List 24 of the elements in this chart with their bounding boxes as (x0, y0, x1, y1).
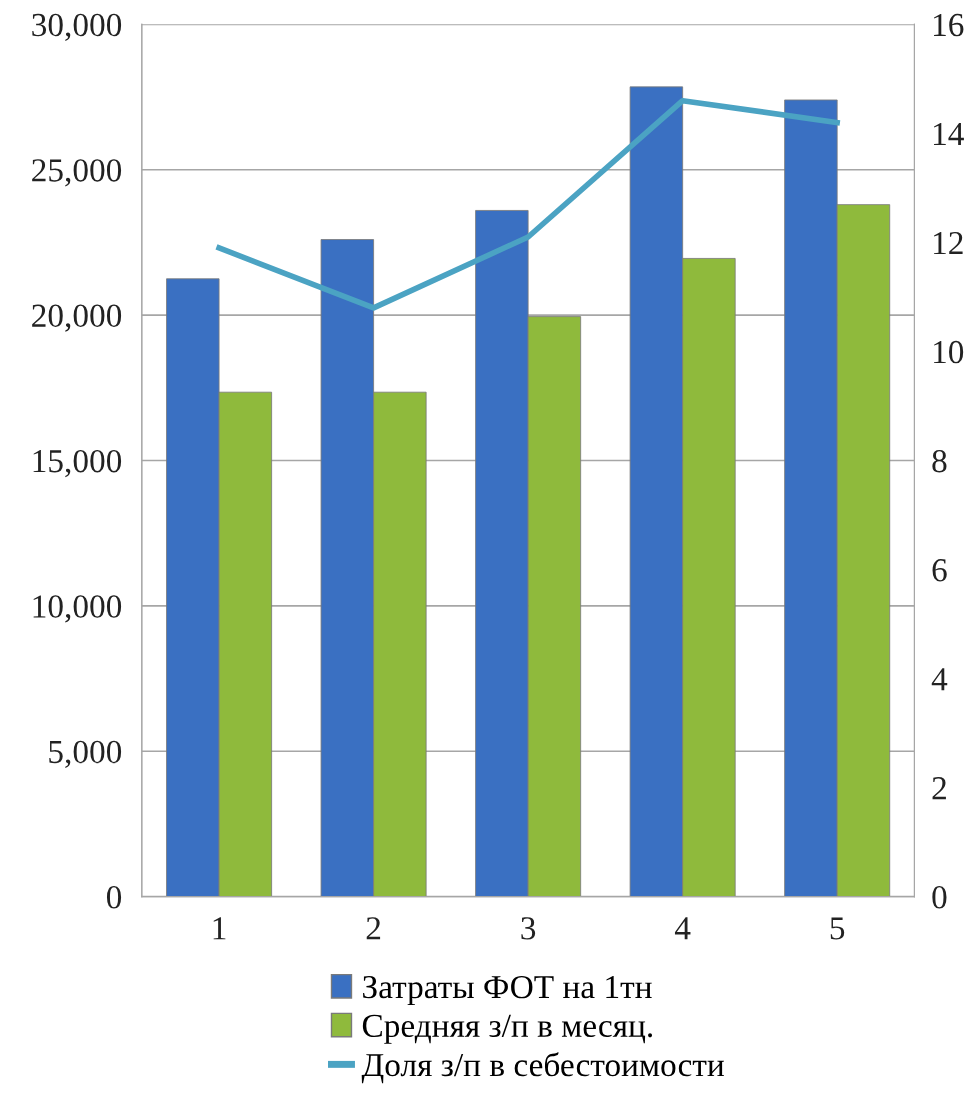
y-tick-label: 5,000 (49, 740, 122, 768)
x-tick-label: 3 (521, 917, 536, 940)
y-tick-label: 20,000 (32, 304, 122, 332)
y-tick-label: 0 (106, 886, 122, 909)
y2-tick-label: 8 (932, 449, 947, 473)
y2-tick-label: 0 (932, 886, 947, 909)
y2-tick-label: 16 (934, 13, 964, 37)
y-tick-label: 25,000 (32, 159, 122, 187)
y2-tick-label: 10 (934, 340, 964, 364)
x-tick-label: 4 (674, 917, 691, 940)
y2-tick-label: 2 (932, 777, 946, 800)
y-tick-label: 10,000 (33, 595, 122, 623)
x-tick-label: 5 (830, 917, 845, 940)
y2-tick-label: 4 (931, 668, 948, 691)
legend-label: Затраты ФОТ на 1тн (363, 975, 652, 1006)
y-tick-label: 30,000 (32, 13, 122, 42)
legend-label: Средняя з/п в месяц. (362, 1014, 653, 1044)
x-tick-label: 1 (213, 917, 226, 940)
y-tick-label: 15,000 (33, 449, 122, 478)
y2-tick-label: 12 (934, 231, 963, 254)
y2-tick-label: 6 (932, 559, 947, 582)
legend-label: Доля з/п в себестоимости (361, 1052, 724, 1084)
y2-tick-label: 14 (934, 122, 964, 145)
x-tick-label: 2 (366, 917, 381, 940)
